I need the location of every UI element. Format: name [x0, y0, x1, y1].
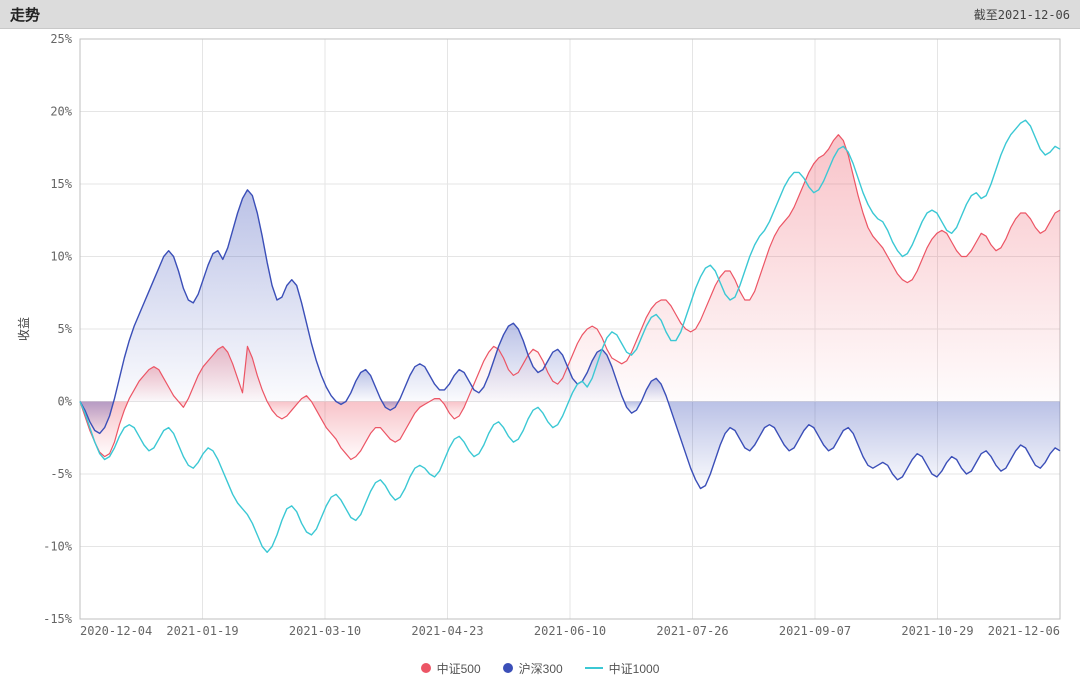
svg-text:2021-06-10: 2021-06-10: [534, 624, 606, 638]
legend-dot-icon: [421, 663, 431, 673]
svg-text:15%: 15%: [50, 177, 72, 191]
svg-text:2021-07-26: 2021-07-26: [656, 624, 728, 638]
svg-text:0%: 0%: [58, 395, 73, 409]
legend-line-icon: [585, 667, 603, 669]
legend-label: 中证1000: [609, 660, 660, 677]
svg-text:收益: 收益: [17, 317, 31, 341]
svg-text:-10%: -10%: [43, 540, 73, 554]
chart-area: -15% -10% -5% 0% 5% 10% 15% 20% 25% 2020-12-04 202…: [0, 29, 1080, 654]
legend-label: 中证500: [437, 660, 481, 677]
svg-text:2021-12-06: 2021-12-06: [988, 624, 1060, 638]
chart-asof-date: 截至2021-12-06: [974, 6, 1070, 23]
svg-text:20%: 20%: [50, 105, 72, 119]
svg-text:2021-09-07: 2021-09-07: [779, 624, 851, 638]
svg-text:-5%: -5%: [50, 467, 72, 481]
svg-text:2021-04-23: 2021-04-23: [411, 624, 483, 638]
svg-text:2021-01-19: 2021-01-19: [166, 624, 238, 638]
svg-text:5%: 5%: [58, 322, 73, 336]
legend: 中证500 沪深300 中证1000: [0, 654, 1080, 682]
svg-text:2021-10-29: 2021-10-29: [901, 624, 973, 638]
legend-dot-icon: [503, 663, 513, 673]
chart-title: 走势: [10, 4, 40, 25]
chart-header: 走势 截至2021-12-06: [0, 0, 1080, 29]
chart-svg: -15% -10% -5% 0% 5% 10% 15% 20% 25% 2020-12-04 202…: [0, 29, 1080, 654]
svg-text:2021-03-10: 2021-03-10: [289, 624, 361, 638]
svg-text:25%: 25%: [50, 32, 72, 46]
svg-text:10%: 10%: [50, 250, 72, 264]
legend-label: 沪深300: [519, 660, 563, 677]
svg-text:-15%: -15%: [43, 612, 73, 626]
legend-item-2[interactable]: 中证1000: [585, 660, 660, 677]
legend-item-0[interactable]: 中证500: [421, 660, 481, 677]
svg-text:2020-12-04: 2020-12-04: [80, 624, 152, 638]
legend-item-1[interactable]: 沪深300: [503, 660, 563, 677]
